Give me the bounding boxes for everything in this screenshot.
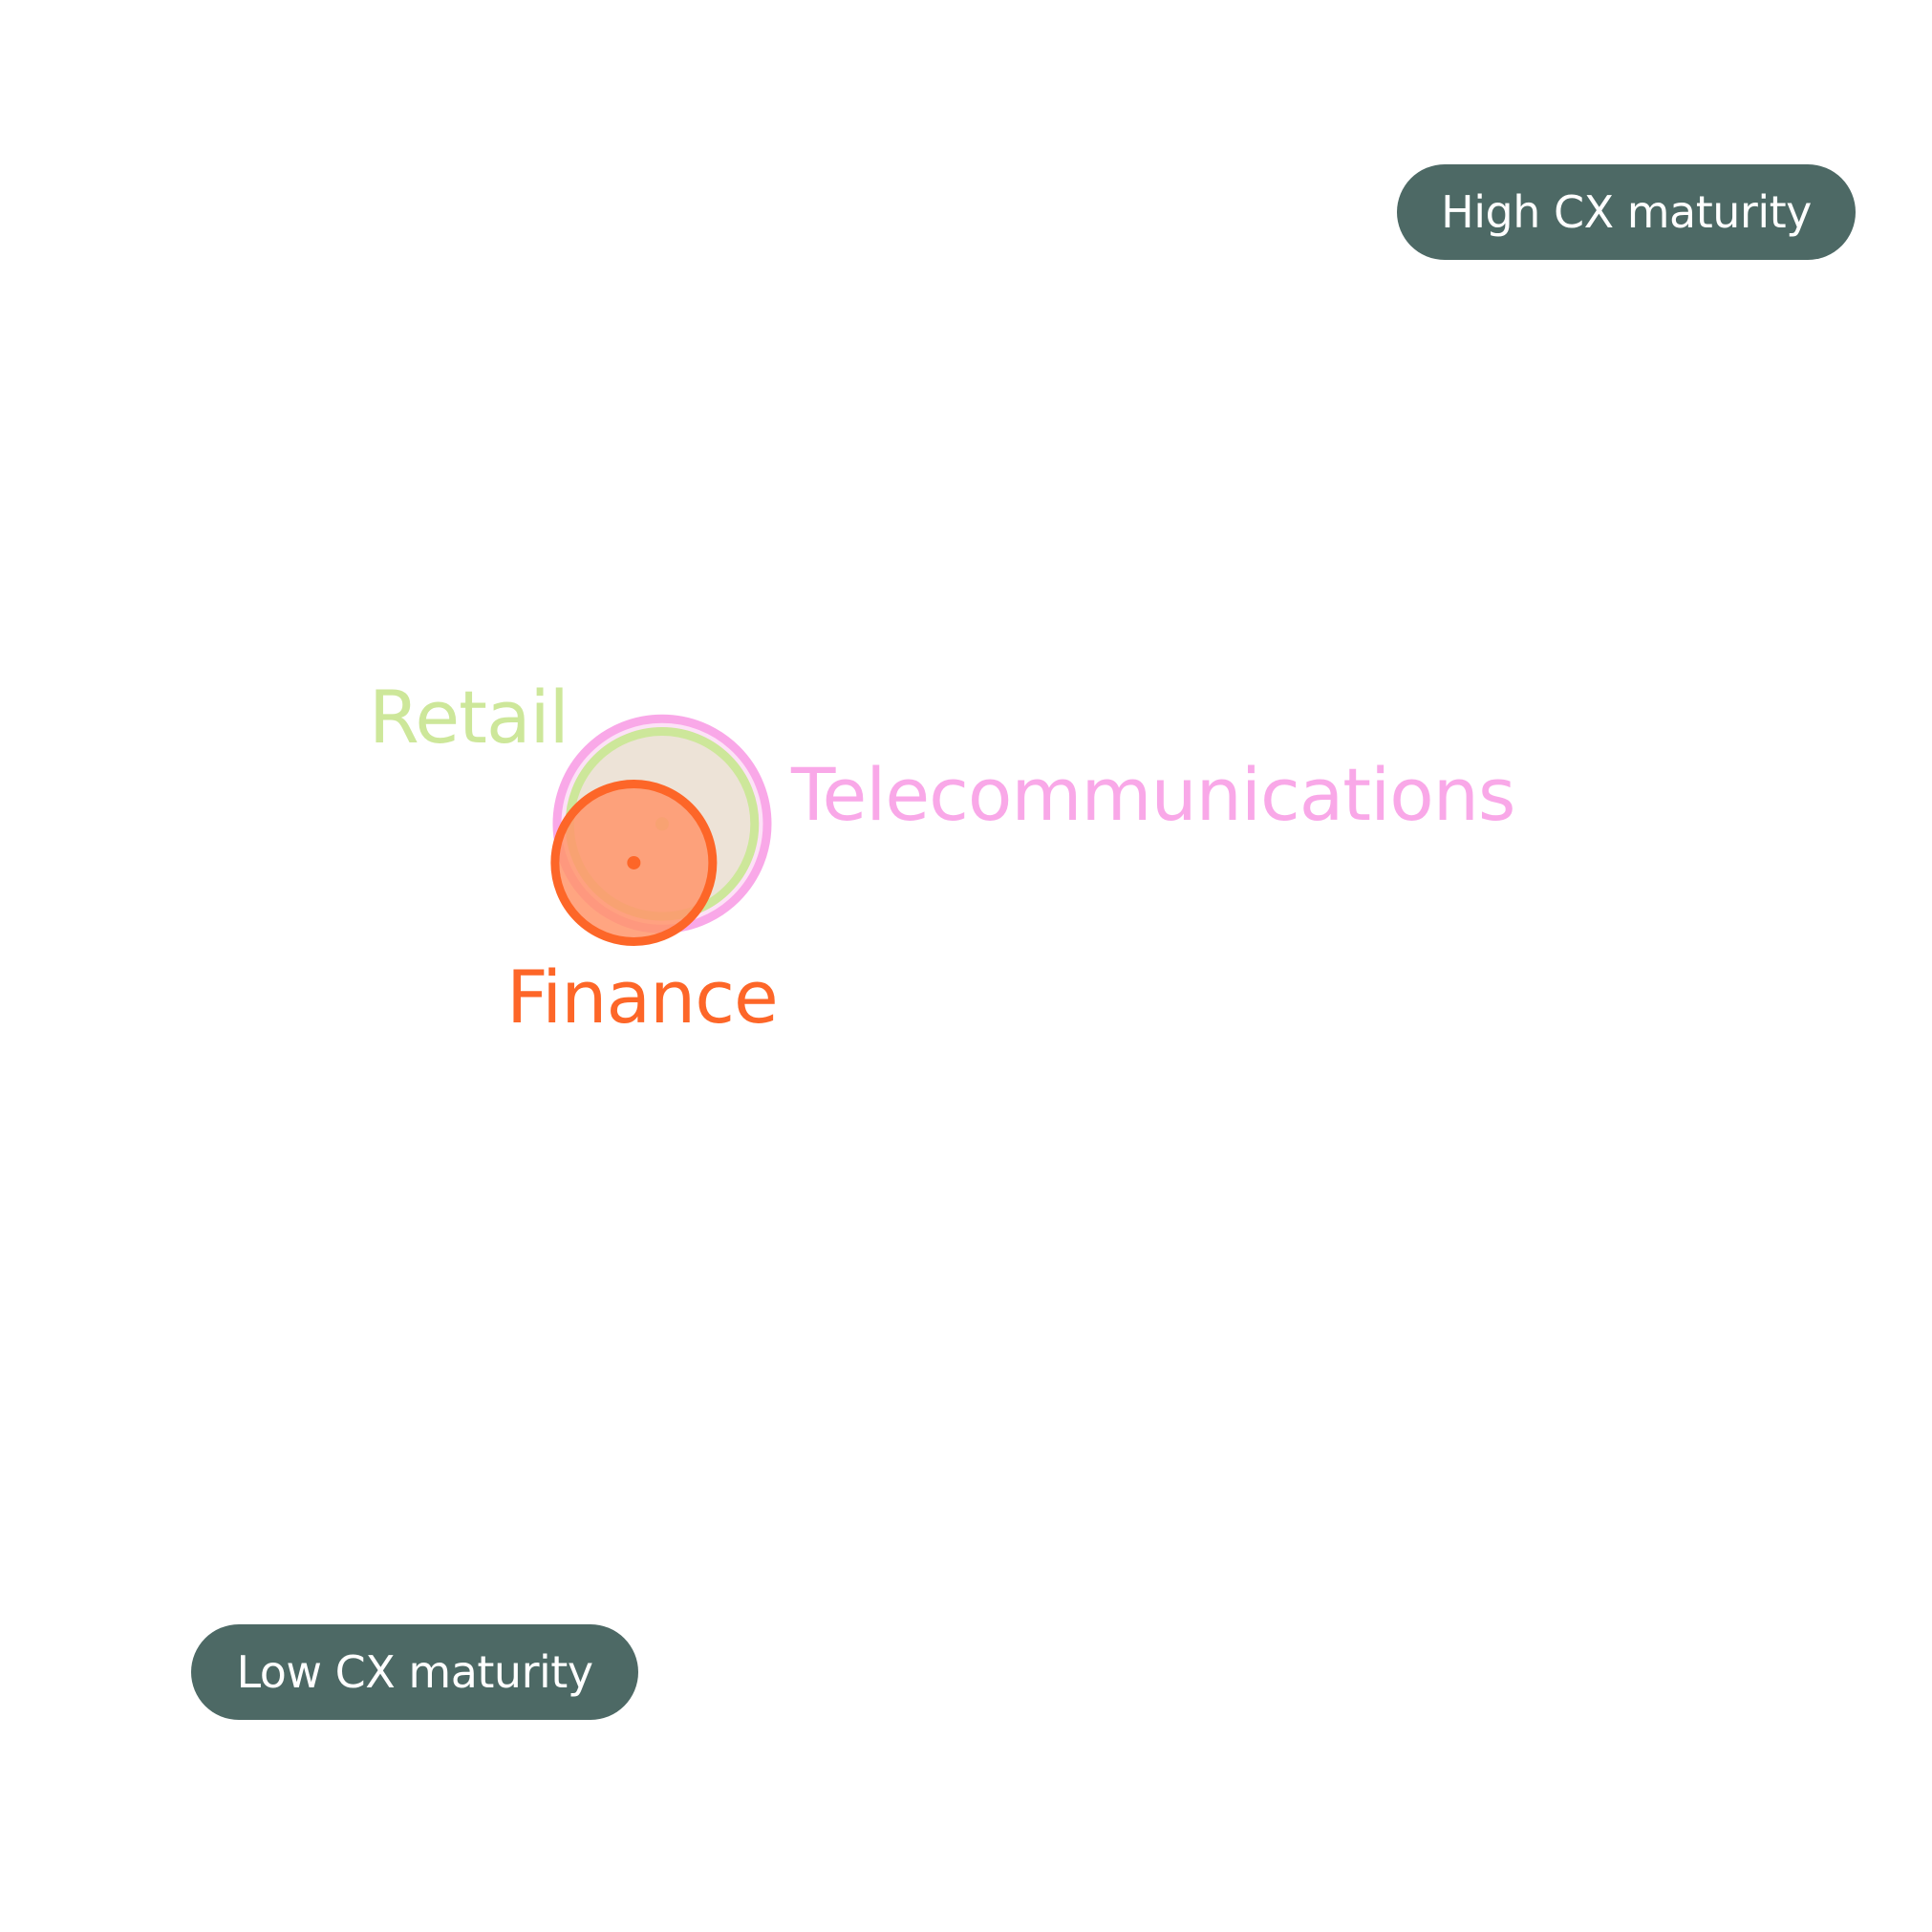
bubbles-layer [550,714,772,946]
series-label-telecommunications: Telecommunications [790,752,1514,837]
bubble-center-finance [627,855,641,869]
high-cx-maturity-label: High CX maturity [1397,164,1856,260]
series-label-retail: Retail [369,675,569,760]
series-label-finance: Finance [506,955,778,1040]
low-cx-maturity-label: Low CX maturity [191,1624,638,1720]
labels-layer: Telecommunications Retail Finance [369,675,1515,1040]
